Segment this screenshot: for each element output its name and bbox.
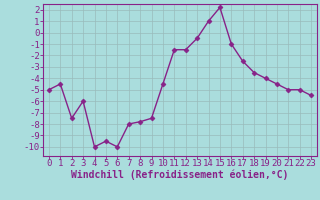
X-axis label: Windchill (Refroidissement éolien,°C): Windchill (Refroidissement éolien,°C) xyxy=(71,170,289,180)
